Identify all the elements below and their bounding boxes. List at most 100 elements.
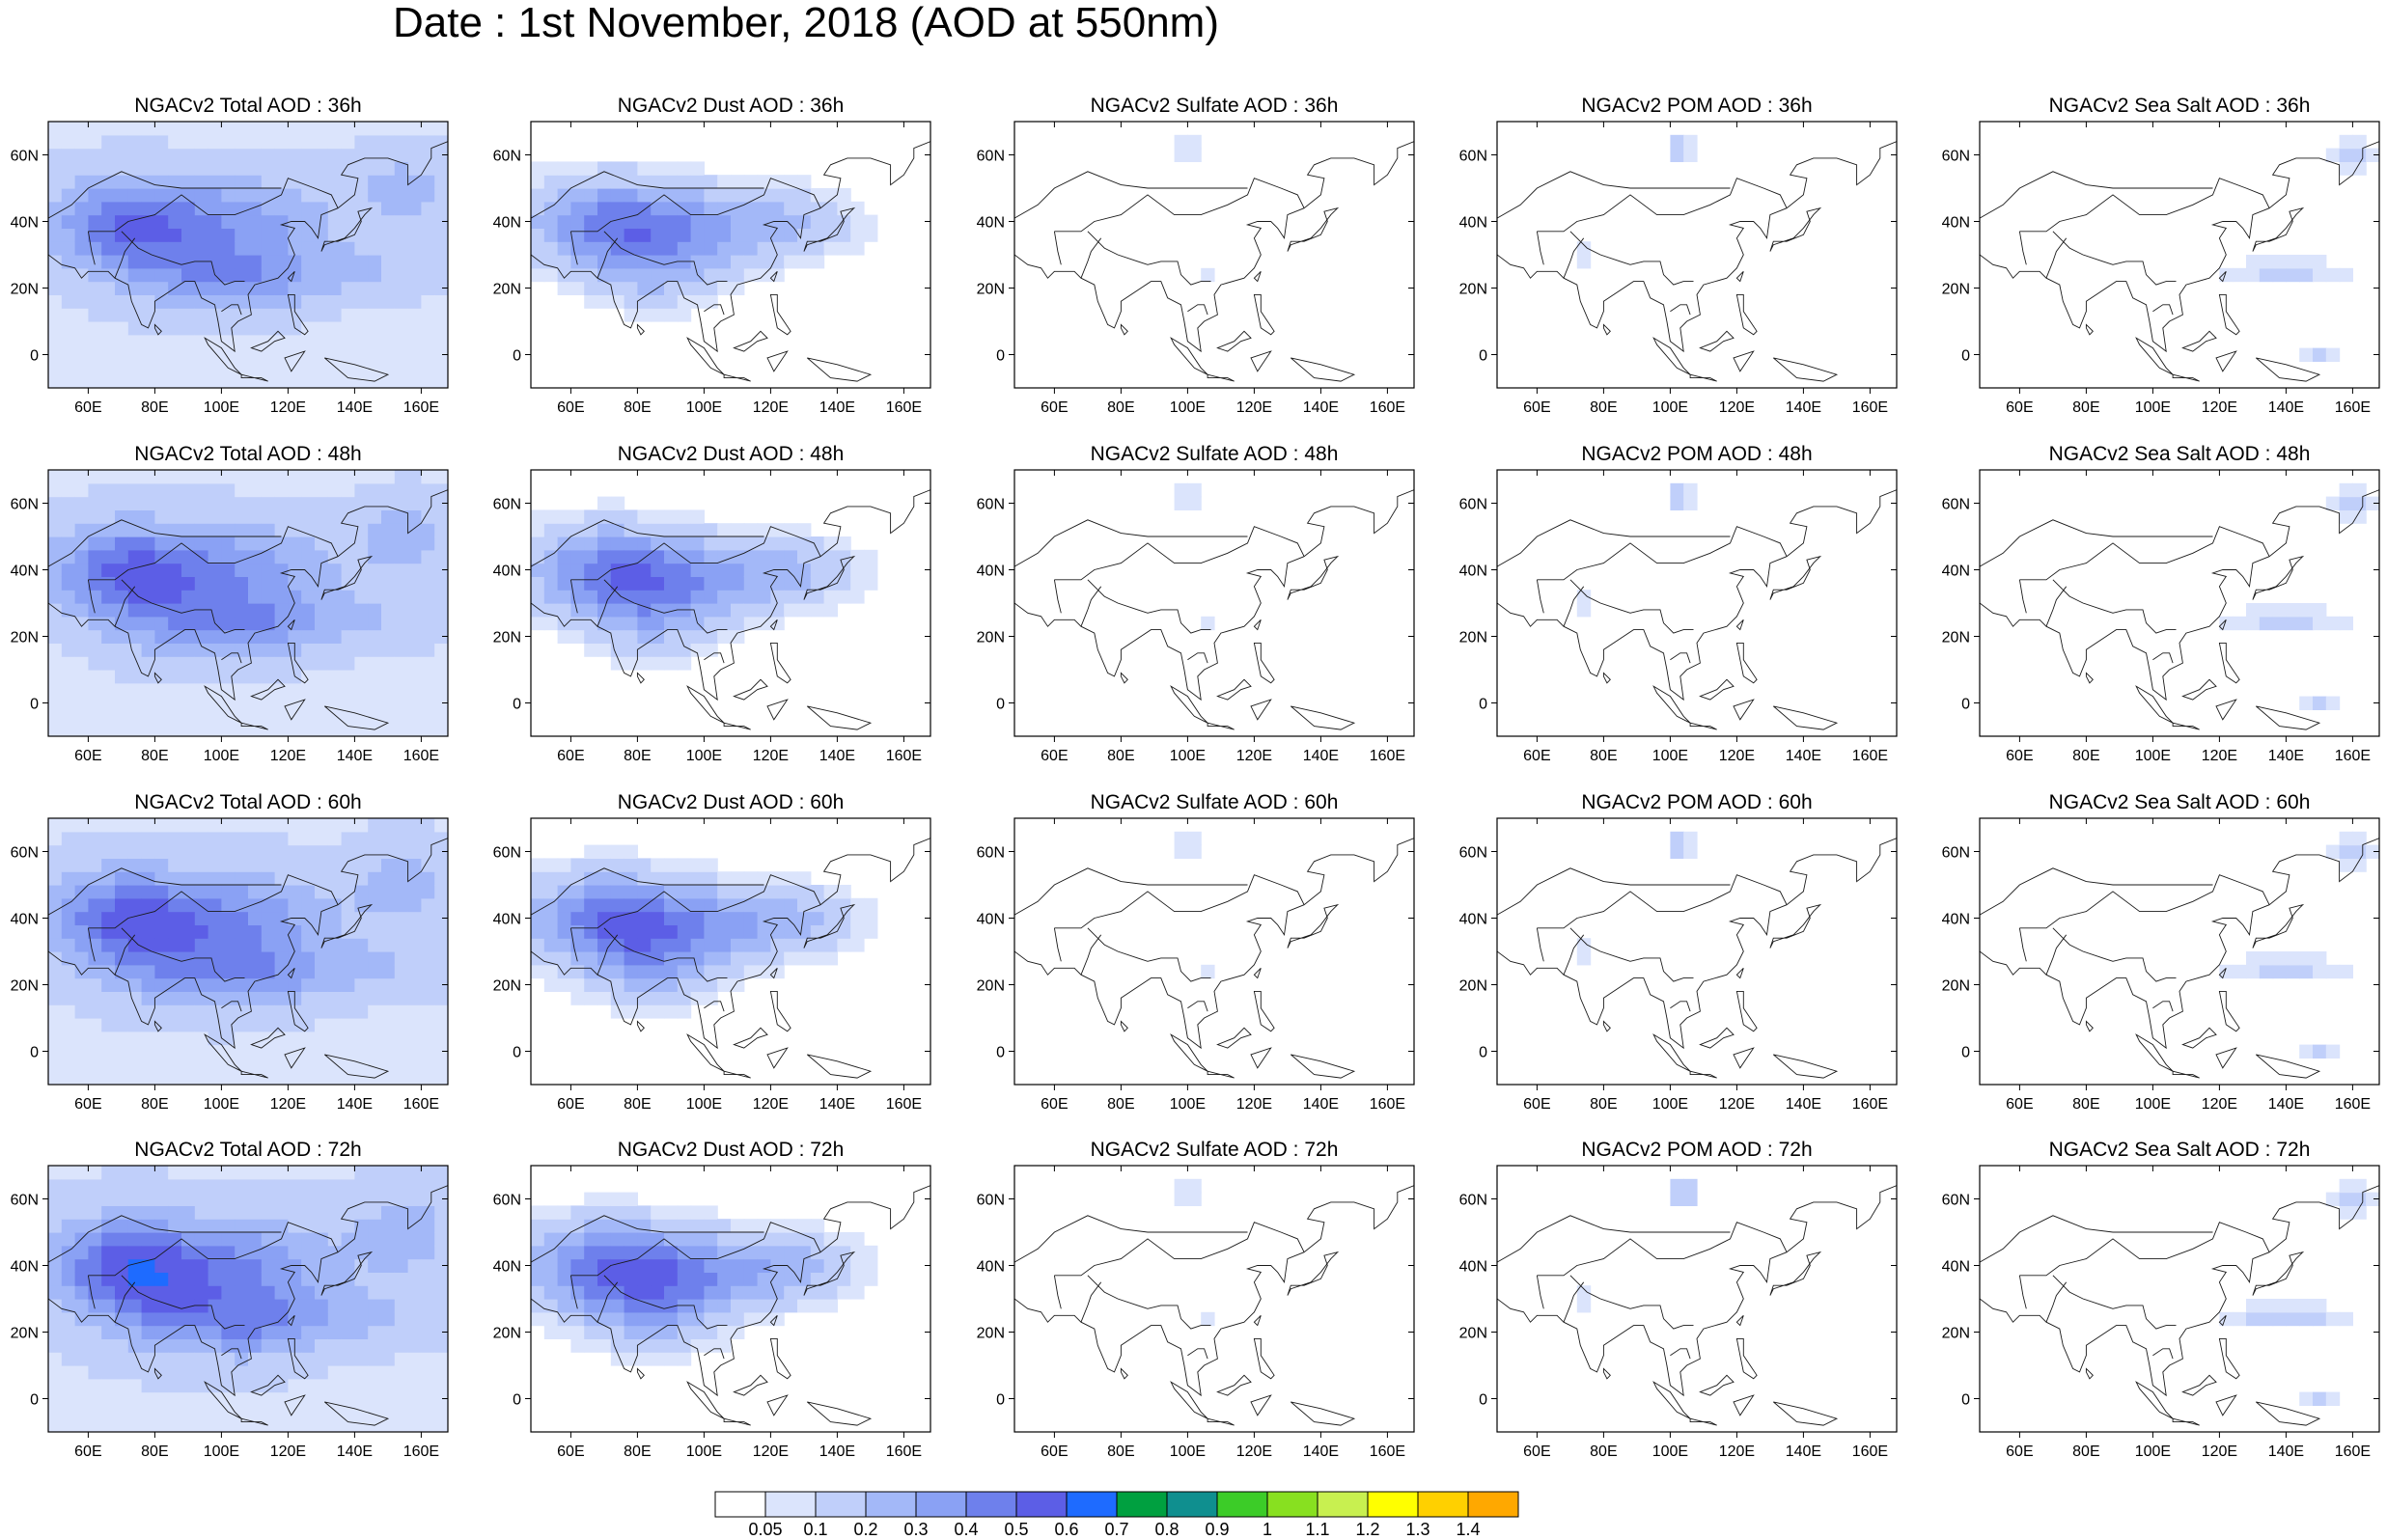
coastlines	[1014, 489, 1414, 730]
map-panel-seasalt-36h: NGACv2 Sea Salt AOD : 36h 60E 80E 100E 120E 1…	[1942, 95, 2380, 416]
x-tick-label: 80E	[1590, 748, 1617, 764]
x-tick-label: 100E	[2135, 399, 2171, 416]
aod-field	[1576, 1178, 1698, 1313]
map-frame	[530, 121, 931, 389]
x-tick-label: 140E	[2268, 1444, 2304, 1460]
y-tick-label: 0	[1961, 697, 1970, 713]
colorbar-label: 0.1	[803, 1520, 827, 1539]
colorbar-box	[1367, 1491, 1419, 1518]
y-tick-label: 40N	[1942, 564, 1970, 580]
coastlines	[531, 489, 930, 730]
coastlines	[1497, 489, 1897, 730]
x-tick-label: 120E	[1719, 748, 1755, 764]
map-frame	[1979, 817, 2380, 1086]
x-tick-label: 120E	[2202, 1444, 2237, 1460]
map-panel-dust-60h: NGACv2 Dust AOD : 60h 60E 80E 100E 120E 140E 1…	[493, 791, 931, 1113]
y-tick-label: 0	[996, 348, 1005, 365]
y-tick-label: 20N	[1942, 630, 1970, 646]
colorbar-box	[764, 1491, 817, 1518]
x-tick-label: 140E	[2268, 399, 2304, 416]
map-frame	[1979, 1165, 2380, 1433]
map-frame	[1496, 469, 1898, 737]
coastlines	[48, 838, 448, 1079]
main-title: Date : 1st November, 2018 (AOD at 550nm)	[393, 0, 1219, 46]
panel-title: NGACv2 Sulfate AOD : 60h	[1091, 791, 1339, 813]
x-tick-label: 80E	[1590, 1096, 1617, 1113]
x-tick-label: 120E	[2202, 748, 2237, 764]
x-tick-label: 140E	[2268, 748, 2304, 764]
x-tick-label: 160E	[1852, 1096, 1888, 1113]
y-tick-label: 20N	[11, 1326, 39, 1342]
panel-title: NGACv2 Dust AOD : 72h	[618, 1139, 845, 1161]
x-tick-label: 120E	[753, 1096, 789, 1113]
colorbar-label: 0.5	[1004, 1520, 1028, 1539]
aod-field	[1576, 831, 1698, 966]
x-tick-label: 80E	[2072, 399, 2099, 416]
x-tick-label: 160E	[1370, 1096, 1405, 1113]
x-tick-label: 60E	[557, 1096, 584, 1113]
coastlines	[1980, 1185, 2379, 1426]
y-tick-label: 0	[513, 1392, 521, 1409]
map-frame	[1496, 1165, 1898, 1433]
y-tick-label: 40N	[1942, 912, 1970, 928]
panel-title: NGACv2 POM AOD : 72h	[1581, 1139, 1812, 1161]
panel-title: NGACv2 Dust AOD : 48h	[618, 443, 845, 465]
x-tick-label: 160E	[1370, 1444, 1405, 1460]
panel-title: NGACv2 Dust AOD : 36h	[618, 95, 845, 117]
map-panel-seasalt-72h: NGACv2 Sea Salt AOD : 72h 60E 80E 100E 120E 1…	[1942, 1139, 2380, 1460]
map-panel-seasalt-48h: NGACv2 Sea Salt AOD : 48h 60E 80E 100E 120E 1…	[1942, 443, 2380, 764]
x-tick-label: 120E	[753, 748, 789, 764]
aod-field	[531, 844, 878, 1019]
x-tick-label: 140E	[337, 748, 373, 764]
colorbar-box	[714, 1491, 766, 1518]
x-tick-label: 120E	[1236, 1096, 1272, 1113]
x-tick-label: 60E	[2006, 1096, 2033, 1113]
colorbar-label: 1	[1263, 1520, 1272, 1539]
x-tick-label: 60E	[74, 1444, 101, 1460]
y-tick-label: 40N	[1459, 912, 1487, 928]
coastlines	[531, 141, 930, 382]
x-tick-label: 60E	[2006, 399, 2033, 416]
colorbar-box	[1116, 1491, 1168, 1518]
x-tick-label: 80E	[1107, 1096, 1134, 1113]
map-frame	[47, 1165, 449, 1433]
x-tick-label: 120E	[2202, 1096, 2237, 1113]
panel-title: NGACv2 Sulfate AOD : 72h	[1091, 1139, 1339, 1161]
colorbar-label: 0.3	[903, 1520, 928, 1539]
x-tick-label: 100E	[1652, 399, 1688, 416]
aod-field	[1576, 134, 1698, 269]
x-tick-label: 120E	[1236, 1444, 1272, 1460]
y-tick-label: 0	[1479, 1392, 1487, 1409]
aod-field	[48, 1166, 448, 1432]
x-tick-label: 140E	[819, 1444, 855, 1460]
x-tick-label: 100E	[1170, 748, 1206, 764]
x-tick-label: 160E	[886, 1096, 922, 1113]
x-tick-label: 60E	[557, 748, 584, 764]
x-tick-label: 100E	[204, 1444, 239, 1460]
x-tick-label: 160E	[403, 399, 439, 416]
x-tick-label: 140E	[337, 1444, 373, 1460]
y-tick-label: 20N	[1459, 1326, 1487, 1342]
map-frame	[1013, 817, 1415, 1086]
colorbar-box	[965, 1491, 1017, 1518]
y-tick-label: 40N	[493, 1259, 521, 1276]
y-tick-label: 40N	[493, 215, 521, 232]
coastlines	[531, 838, 930, 1079]
x-tick-label: 60E	[1041, 1444, 1068, 1460]
x-tick-label: 120E	[1719, 1096, 1755, 1113]
y-tick-label: 60N	[977, 1193, 1005, 1209]
x-tick-label: 100E	[1170, 399, 1206, 416]
x-tick-label: 80E	[624, 748, 651, 764]
aod-field	[1174, 1178, 1215, 1327]
x-tick-label: 100E	[2135, 1444, 2171, 1460]
map-panel-total-72h: NGACv2 Total AOD : 72h 60E 80E 100E 120E 140E…	[11, 1139, 449, 1460]
aod-field	[48, 470, 448, 736]
colorbar-box	[1417, 1491, 1469, 1518]
colorbar-box	[915, 1491, 967, 1518]
y-tick-label: 0	[30, 348, 39, 365]
x-tick-label: 60E	[1523, 1096, 1550, 1113]
y-tick-label: 40N	[977, 1259, 1005, 1276]
map-panel-sulfate-72h: NGACv2 Sulfate AOD : 72h 60E 80E 100E 120E 14…	[977, 1139, 1415, 1460]
panel-title: NGACv2 Sea Salt AOD : 60h	[2049, 791, 2311, 813]
map-frame	[530, 1165, 931, 1433]
